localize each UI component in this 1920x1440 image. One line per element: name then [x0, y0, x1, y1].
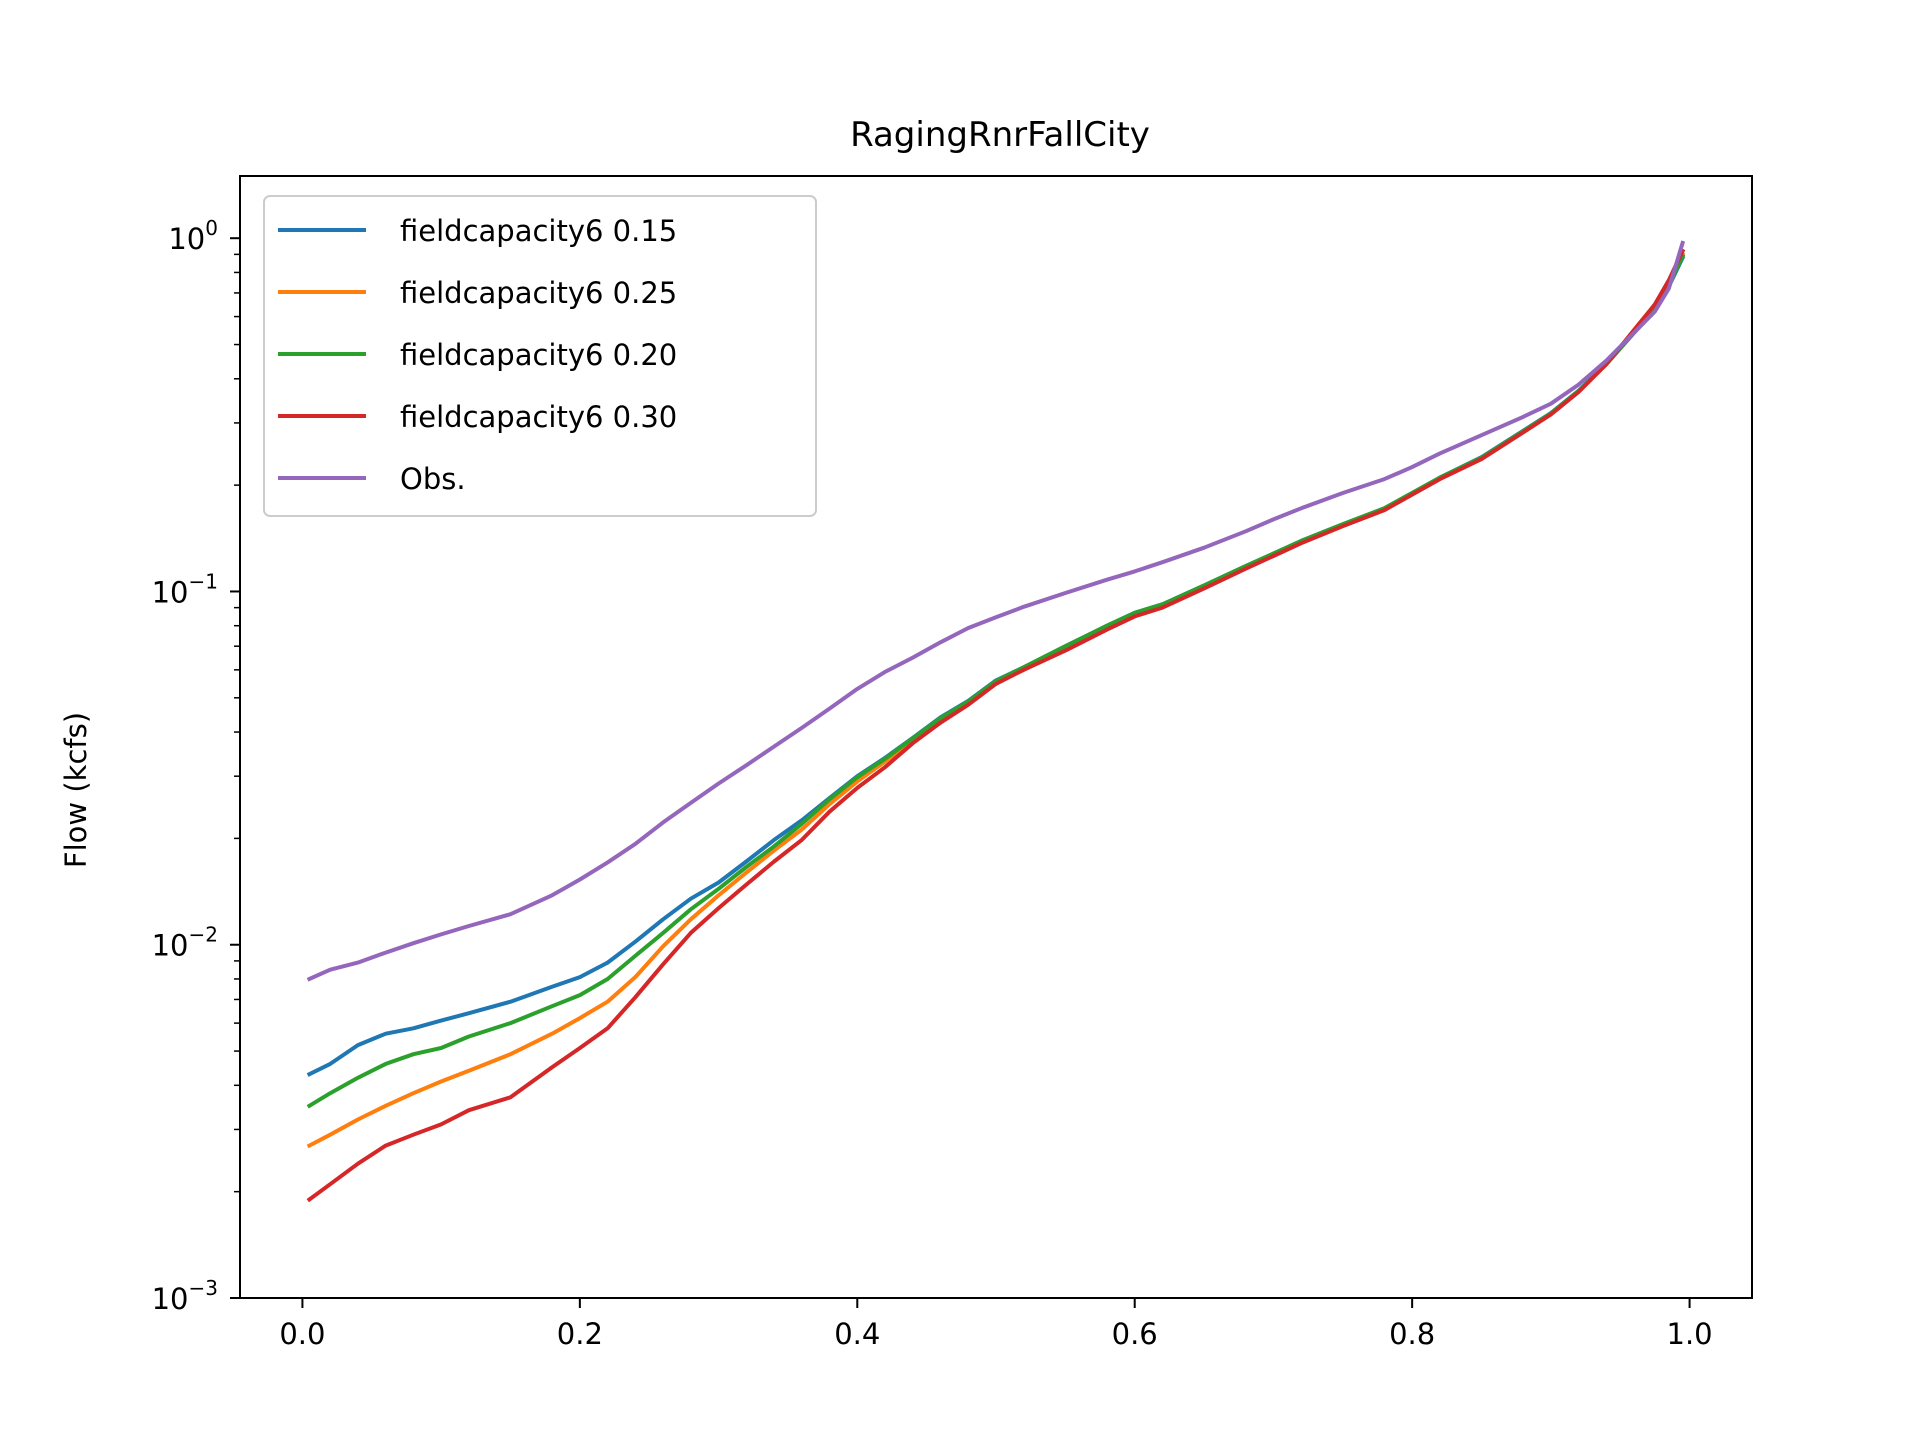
y-axis-label: Flow (kcfs)	[59, 712, 93, 868]
y-tick-label: 10−1	[152, 569, 218, 609]
legend-label: Obs.	[400, 462, 466, 496]
y-tick-label: 100	[168, 216, 218, 256]
legend-label: fieldcapacity6 0.20	[400, 338, 677, 372]
x-tick-label: 0.6	[1112, 1317, 1158, 1351]
legend: fieldcapacity6 0.15 fieldcapacity6 0.25 fi…	[263, 195, 817, 517]
legend-label: fieldcapacity6 0.25	[400, 276, 677, 310]
x-axis: 0.0 0.2 0.4 0.6 0.8 1.0	[279, 1298, 1713, 1351]
y-axis: 100 10−1 10−2 10−3	[152, 216, 240, 1316]
x-tick-label: 0.0	[279, 1317, 325, 1351]
y-tick-label: 10−2	[152, 923, 218, 963]
x-tick-label: 1.0	[1667, 1317, 1713, 1351]
chart-title: RagingRnrFallCity	[850, 115, 1150, 155]
series-layer	[306, 240, 1686, 1203]
x-tick-label: 0.4	[834, 1317, 880, 1351]
series-line-3	[306, 248, 1686, 1203]
series-line-4	[306, 240, 1686, 982]
x-tick-label: 0.2	[557, 1317, 603, 1351]
legend-label: fieldcapacity6 0.30	[400, 400, 677, 434]
axes-frame	[239, 175, 1753, 1299]
legend-box	[263, 195, 817, 517]
legend-label: fieldcapacity6 0.15	[400, 214, 677, 248]
y-tick-label: 10−3	[152, 1276, 218, 1316]
x-tick-label: 0.8	[1389, 1317, 1435, 1351]
